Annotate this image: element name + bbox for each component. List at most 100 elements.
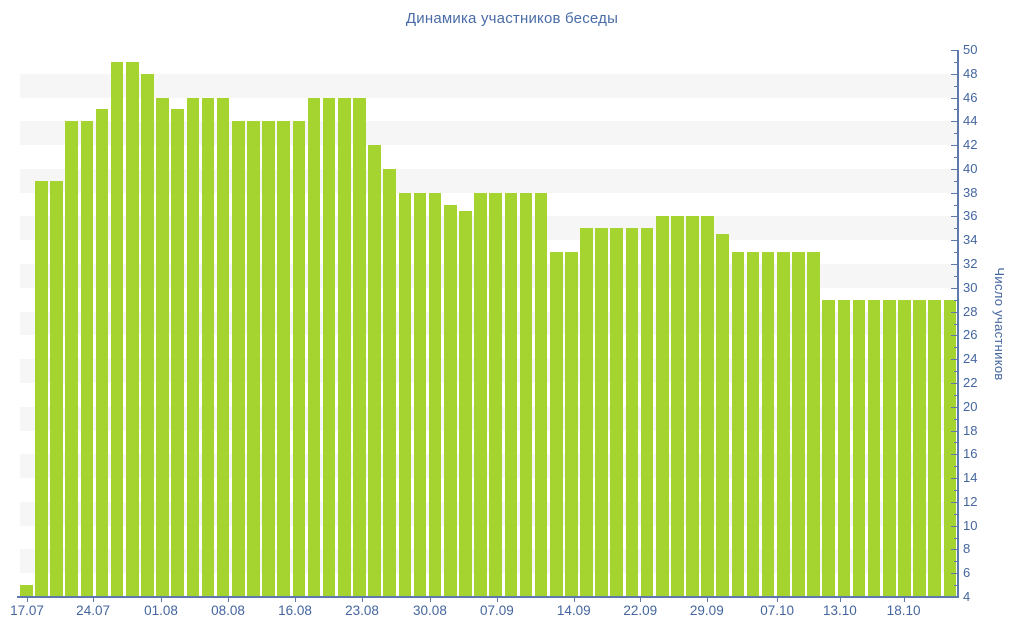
- bar[interactable]: [640, 228, 654, 597]
- bar[interactable]: [625, 228, 639, 597]
- x-axis-line: [17, 596, 959, 598]
- y-minor-tick: [954, 418, 957, 420]
- y-major-tick: [951, 145, 957, 147]
- bar[interactable]: [428, 192, 442, 597]
- bar[interactable]: [20, 585, 33, 597]
- bar[interactable]: [171, 109, 184, 597]
- bar[interactable]: [883, 299, 896, 597]
- x-tick: [295, 598, 296, 602]
- bar[interactable]: [852, 299, 866, 597]
- y-major-tick: [951, 597, 957, 598]
- bar[interactable]: [95, 109, 109, 597]
- bar[interactable]: [231, 121, 245, 597]
- y-major-tick: [951, 573, 957, 575]
- x-tick-label: 22.09: [623, 603, 658, 618]
- x-tick-label: 13.10: [822, 603, 857, 618]
- y-minor-tick: [954, 466, 957, 468]
- y-major-tick: [951, 287, 957, 289]
- bar[interactable]: [867, 299, 881, 597]
- y-minor-tick: [954, 585, 957, 587]
- bar[interactable]: [686, 216, 699, 597]
- y-tick-label: 50: [963, 42, 978, 57]
- bar[interactable]: [398, 192, 412, 597]
- bar[interactable]: [595, 228, 608, 597]
- bar[interactable]: [201, 97, 215, 597]
- y-axis-line: [957, 50, 959, 598]
- bar[interactable]: [898, 299, 911, 597]
- bar[interactable]: [701, 216, 714, 597]
- bar[interactable]: [807, 252, 820, 597]
- bar[interactable]: [413, 192, 427, 597]
- bar[interactable]: [474, 192, 487, 597]
- bar[interactable]: [489, 192, 502, 597]
- y-major-tick: [951, 121, 957, 123]
- bar[interactable]: [322, 97, 336, 597]
- bar[interactable]: [110, 61, 124, 597]
- bar[interactable]: [655, 216, 669, 597]
- bar[interactable]: [837, 299, 851, 597]
- bar[interactable]: [459, 210, 472, 597]
- x-tick-label: 29.09: [689, 603, 724, 618]
- bar[interactable]: [534, 192, 548, 597]
- bar[interactable]: [277, 121, 290, 597]
- y-major-tick: [951, 216, 957, 218]
- bar[interactable]: [35, 180, 48, 597]
- bar[interactable]: [337, 97, 351, 597]
- y-major-tick: [951, 382, 957, 384]
- bar[interactable]: [65, 121, 79, 597]
- x-tick-label: 01.08: [144, 603, 178, 618]
- bar[interactable]: [156, 97, 169, 597]
- bar[interactable]: [777, 252, 790, 597]
- y-major-tick: [951, 454, 957, 456]
- y-minor-tick: [954, 442, 957, 444]
- x-tick: [228, 598, 229, 602]
- bar[interactable]: [262, 121, 275, 597]
- bar[interactable]: [913, 299, 926, 597]
- bar[interactable]: [216, 97, 230, 597]
- y-tick-label: 18: [963, 422, 978, 438]
- bar[interactable]: [580, 228, 593, 597]
- bar[interactable]: [943, 299, 957, 597]
- bar[interactable]: [80, 121, 94, 597]
- x-tick-label: 14.09: [556, 603, 591, 618]
- bar[interactable]: [368, 145, 381, 597]
- y-tick-label: 44: [963, 113, 978, 129]
- y-minor-tick: [954, 347, 957, 349]
- y-tick-label: 32: [963, 256, 978, 272]
- y-minor-tick: [954, 157, 957, 159]
- y-minor-tick: [954, 252, 957, 254]
- bar[interactable]: [549, 252, 563, 597]
- x-tick-label: 16.08: [278, 603, 312, 618]
- bar[interactable]: [504, 192, 518, 597]
- x-tick-label: 23.08: [345, 603, 379, 618]
- bar[interactable]: [353, 97, 366, 597]
- bar[interactable]: [307, 97, 321, 597]
- bar[interactable]: [125, 61, 139, 597]
- y-tick-label: 6: [963, 565, 971, 581]
- bar[interactable]: [141, 73, 154, 597]
- bar[interactable]: [292, 121, 306, 597]
- bar[interactable]: [50, 180, 63, 597]
- bar[interactable]: [731, 252, 745, 597]
- y-minor-tick: [954, 228, 957, 230]
- bar[interactable]: [247, 121, 260, 597]
- bar[interactable]: [716, 234, 730, 597]
- bar[interactable]: [443, 204, 457, 597]
- plot-area: [20, 50, 957, 597]
- bar[interactable]: [671, 216, 684, 597]
- bar[interactable]: [610, 228, 624, 597]
- bar[interactable]: [822, 299, 836, 597]
- bar[interactable]: [383, 168, 396, 597]
- y-minor-tick: [954, 275, 957, 277]
- bar[interactable]: [746, 252, 760, 597]
- x-tick: [161, 598, 163, 602]
- bar[interactable]: [565, 252, 578, 597]
- bar[interactable]: [928, 299, 942, 597]
- bar[interactable]: [186, 97, 200, 597]
- bar[interactable]: [761, 252, 775, 597]
- bar[interactable]: [792, 252, 805, 597]
- x-tick: [706, 598, 708, 602]
- x-tick: [640, 598, 642, 602]
- bar[interactable]: [519, 192, 533, 597]
